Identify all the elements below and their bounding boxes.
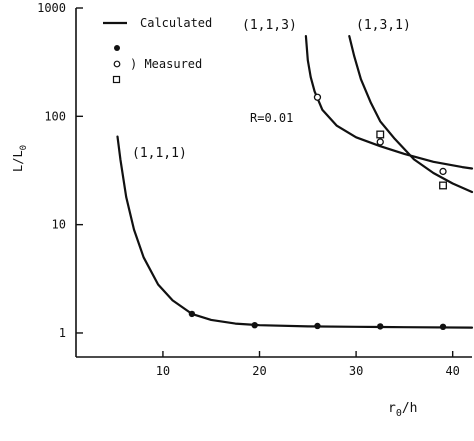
- measured-point: [439, 167, 447, 176]
- measured-point: [251, 321, 258, 329]
- measured-point: [313, 93, 322, 101]
- axes: [75, 7, 472, 358]
- series-label-111: (1,1,1): [132, 146, 187, 161]
- svg-text:L/L0: L/L0: [11, 145, 29, 172]
- measured-point: [439, 181, 447, 190]
- y-tick-label: 1000: [37, 1, 66, 15]
- series-curve-0: [116, 135, 474, 329]
- legend-open-circle-marker: [113, 60, 121, 68]
- svg-text:r0/h: r0/h: [388, 401, 418, 419]
- measured-point: [188, 310, 196, 318]
- measured-point: [377, 323, 384, 330]
- x-axis-label-tail: /h: [402, 401, 418, 416]
- x-axis-label-sub: 0: [396, 408, 402, 419]
- tick-labels: 10 20 30 40 1 10 100 1000: [37, 1, 460, 378]
- legend-calculated-label: Calculated: [140, 16, 212, 30]
- y-tick-label: 10: [52, 218, 66, 232]
- x-tick-label: 30: [349, 364, 363, 378]
- legend-open-square-marker: [112, 75, 121, 84]
- measured-points: [188, 93, 447, 331]
- measured-point: [376, 130, 385, 139]
- x-tick-label: 40: [445, 364, 459, 378]
- y-tick-label: 100: [44, 109, 66, 123]
- measured-point: [314, 322, 321, 330]
- measured-point: [439, 323, 447, 331]
- y-tick-label: 1: [59, 326, 66, 340]
- y-axis-label: L/L0: [11, 145, 29, 172]
- curves: [116, 34, 474, 329]
- measured-point: [376, 138, 384, 146]
- x-axis-label-main: r: [388, 401, 396, 416]
- r-value-annotation: R=0.01: [250, 111, 293, 125]
- series-curve-1: [304, 34, 474, 170]
- x-axis-label: r0/h: [388, 401, 418, 419]
- legend-measured-label: ) Measured: [130, 57, 202, 71]
- legend: Calculated ) Measured: [103, 16, 212, 84]
- series-label-131: (1,3,1): [356, 18, 411, 33]
- series-label-113: (1,1,3): [242, 18, 297, 33]
- legend-filled-circle-marker: [114, 45, 120, 51]
- series-curve-2: [348, 34, 474, 194]
- x-tick-label: 20: [252, 364, 266, 378]
- x-tick-label: 10: [156, 364, 170, 378]
- y-axis-label-sub: 0: [19, 145, 29, 150]
- y-axis-label-main: L/L: [11, 150, 25, 172]
